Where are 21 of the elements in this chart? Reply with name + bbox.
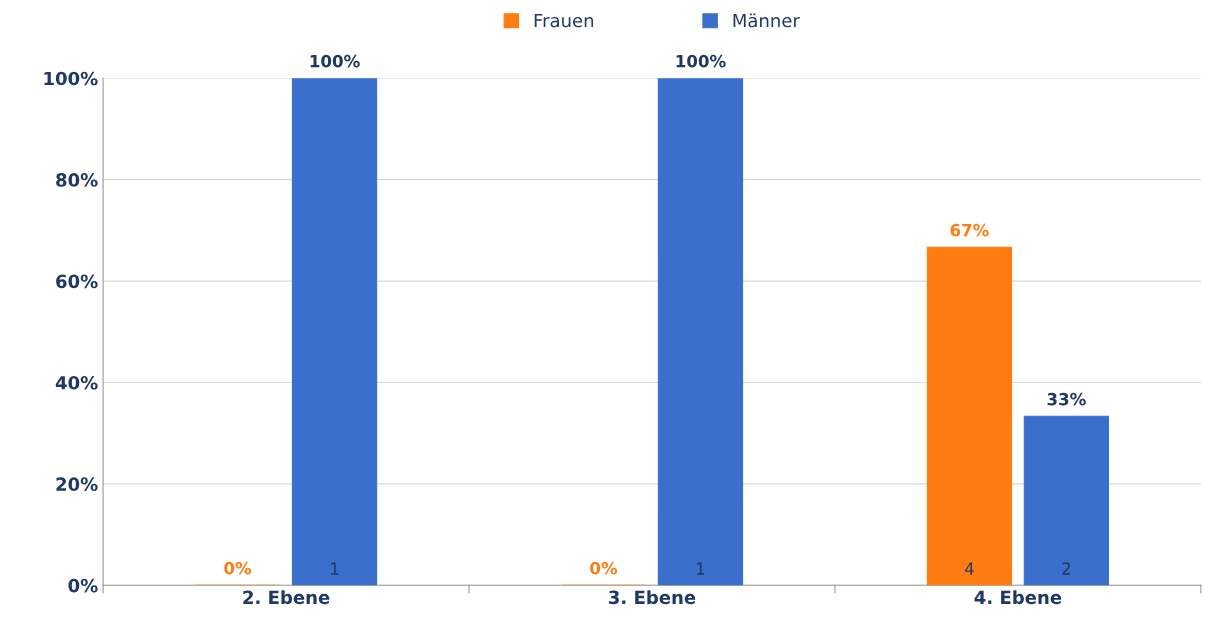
annotation: 4: [964, 562, 974, 575]
x-tick-label: 2. Ebene: [243, 590, 330, 605]
y-tick-label: 20%: [56, 477, 98, 492]
data-label: 100%: [676, 54, 726, 68]
legend-label: Frauen: [534, 13, 594, 28]
x-tick-label: 3. Ebene: [609, 590, 696, 605]
data-label: 100%: [310, 54, 360, 68]
annotation: 1: [331, 562, 339, 575]
annotation: 2: [1062, 562, 1071, 575]
data-label: 0%: [224, 561, 252, 575]
y-tick-label: 80%: [56, 173, 98, 187]
legend-label: Männer: [733, 13, 800, 28]
data-label: 67%: [950, 223, 989, 237]
x-tick-label: 4. Ebene: [974, 590, 1062, 605]
annotation: 1: [697, 562, 705, 575]
y-tick-label: 0%: [68, 578, 98, 593]
y-tick-label: 100%: [44, 71, 98, 86]
data-label: 0%: [590, 561, 618, 575]
data-label: 33%: [1047, 392, 1086, 406]
y-tick-label: 60%: [56, 274, 98, 289]
y-tick-label: 40%: [55, 375, 98, 390]
